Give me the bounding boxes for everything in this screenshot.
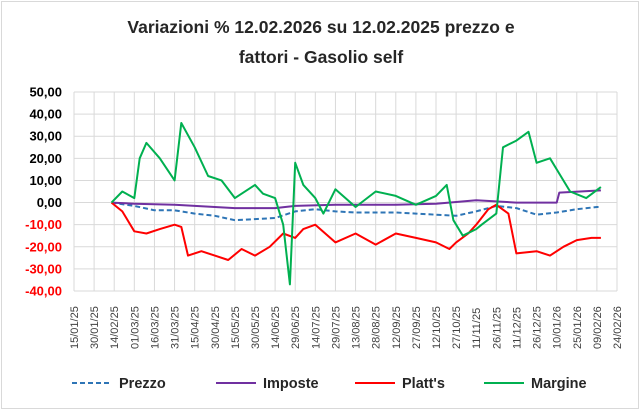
x-tick-label: 11/11/25 <box>471 308 483 349</box>
y-tick-label: 30,00 <box>29 129 62 144</box>
x-tick-label: 30/01/25 <box>89 306 101 349</box>
y-tick-label: -30,00 <box>25 261 62 276</box>
x-tick-label: 16/03/25 <box>149 306 161 349</box>
y-tick-label: -20,00 <box>25 239 62 254</box>
x-tick-label: 14/02/25 <box>109 306 121 349</box>
x-tick-label: 12/10/25 <box>431 306 443 349</box>
y-tick-label: 20,00 <box>29 151 62 166</box>
series-lines <box>110 122 602 286</box>
x-tick-label: 28/08/25 <box>371 306 383 349</box>
series-line-margine <box>110 122 602 286</box>
y-tick-label: 40,00 <box>29 107 62 122</box>
x-tick-label: 14/06/25 <box>270 306 282 349</box>
x-tick-label: 24/02/26 <box>612 306 624 349</box>
x-tick-label: 09/02/26 <box>592 306 604 349</box>
series-line-prezzo <box>111 201 601 222</box>
legend-label: Imposte <box>263 376 319 392</box>
y-tick-label: -40,00 <box>25 284 62 299</box>
x-tick-label: 11/12/25 <box>511 307 523 349</box>
y-tick-label: 50,00 <box>29 85 62 100</box>
y-tick-label: -10,00 <box>25 217 62 232</box>
chart-title-line-2: fattori - Gasolio self <box>238 47 404 67</box>
x-tick-label: 26/12/25 <box>532 306 544 349</box>
x-tick-label: 27/09/25 <box>411 306 423 349</box>
x-tick-label: 10/01/26 <box>552 306 564 349</box>
x-axis-tick-labels: 15/01/25 30/01/25 14/02/25 01/03/25 16/03/25… <box>69 306 624 349</box>
x-tick-label: 15/04/25 <box>190 306 202 349</box>
x-tick-label: 29/06/25 <box>290 306 302 349</box>
x-tick-label: 25/01/26 <box>572 306 584 349</box>
x-gridlines <box>73 92 618 291</box>
x-tick-label: 01/03/25 <box>129 306 141 349</box>
y-gridlines <box>74 91 617 292</box>
legend: Prezzo Imposte Platt's Margine <box>72 376 587 392</box>
x-tick-label: 14/07/25 <box>310 306 322 349</box>
x-tick-label: 30/05/25 <box>250 306 262 349</box>
y-axis-tick-labels: 50,00 40,00 30,00 20,00 10,00 0,00 -10,00 -20,0… <box>25 85 62 299</box>
x-tick-label: 12/09/25 <box>391 306 403 349</box>
x-tick-label: 26/11/25 <box>491 307 503 349</box>
x-tick-label: 30/04/25 <box>210 306 222 349</box>
y-tick-label: 0,00 <box>37 195 62 210</box>
x-tick-label: 27/10/25 <box>451 306 463 349</box>
legend-label: Prezzo <box>119 376 166 392</box>
x-tick-label: 15/01/25 <box>69 306 81 349</box>
x-tick-label: 29/07/25 <box>330 306 342 349</box>
x-tick-label: 31/03/25 <box>170 306 182 349</box>
series-line-imposte <box>111 189 601 210</box>
legend-label: Margine <box>531 376 587 392</box>
y-tick-label: 10,00 <box>29 173 62 188</box>
series-line-platts <box>110 201 601 261</box>
legend-label: Platt's <box>402 376 445 392</box>
x-tick-label: 15/05/25 <box>230 306 242 349</box>
x-tick-label: 13/08/25 <box>351 306 363 349</box>
chart-title-line-1: Variazioni % 12.02.2026 su 12.02.2025 pr… <box>127 17 515 37</box>
